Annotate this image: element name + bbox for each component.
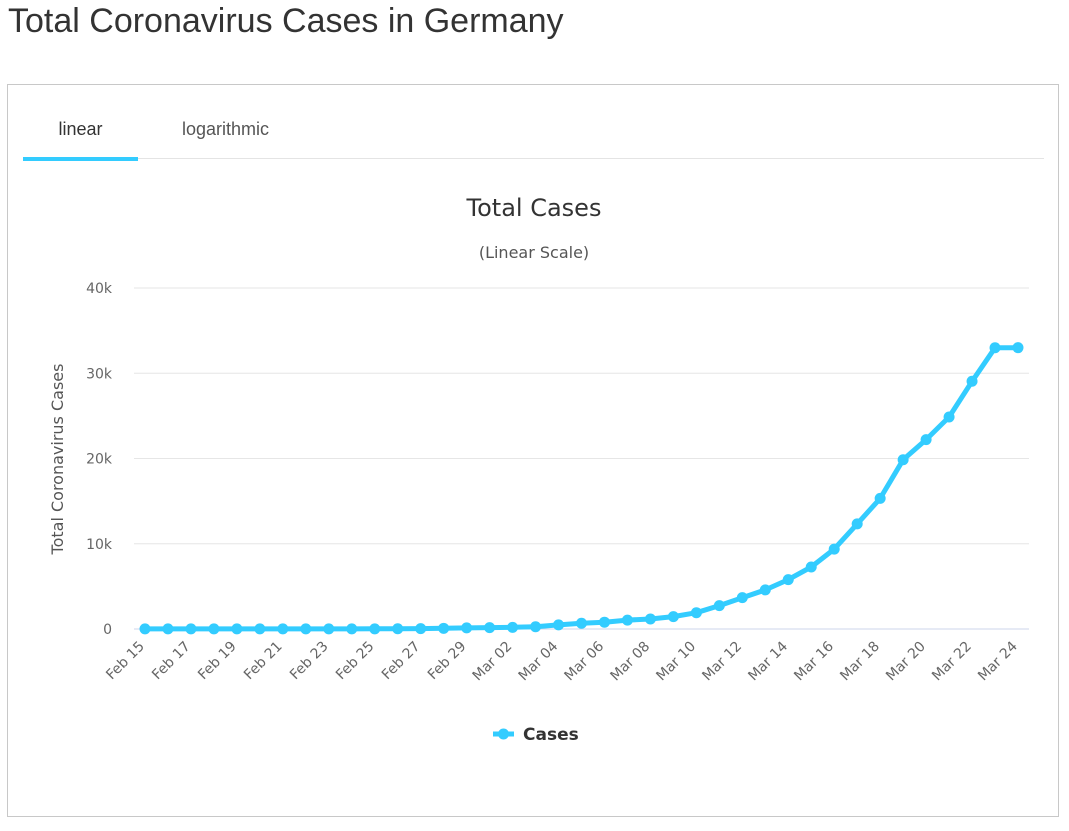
- data-point[interactable]: [484, 622, 496, 634]
- data-point[interactable]: [897, 454, 909, 466]
- x-tick-label: Feb 15: [103, 639, 148, 684]
- data-point[interactable]: [943, 411, 955, 423]
- legend-label[interactable]: Cases: [523, 725, 579, 745]
- data-point[interactable]: [805, 561, 817, 573]
- x-tick-label: Mar 18: [837, 639, 883, 685]
- active-tab-indicator: [23, 157, 138, 161]
- data-point[interactable]: [667, 611, 679, 623]
- data-point[interactable]: [369, 623, 381, 635]
- data-point[interactable]: [300, 623, 312, 635]
- x-tick-label: Feb 21: [241, 639, 286, 684]
- legend[interactable]: Cases: [493, 725, 579, 745]
- data-point[interactable]: [598, 616, 610, 628]
- y-axis-label: Total Coronavirus Cases: [48, 364, 67, 556]
- data-point[interactable]: [713, 600, 725, 612]
- series-line: [142, 345, 1021, 632]
- data-point[interactable]: [323, 623, 335, 635]
- x-tick-label: Mar 06: [562, 638, 608, 684]
- data-point[interactable]: [782, 574, 794, 586]
- legend-marker: [498, 728, 509, 740]
- data-point[interactable]: [208, 623, 220, 635]
- data-point[interactable]: [530, 621, 542, 633]
- data-point[interactable]: [736, 592, 748, 604]
- x-tick-label: Feb 27: [379, 639, 424, 684]
- data-point[interactable]: [231, 623, 243, 635]
- data-point[interactable]: [162, 623, 174, 635]
- data-point[interactable]: [392, 623, 404, 635]
- scale-tabs: linear logarithmic: [23, 85, 1044, 161]
- y-tick-label: 0: [103, 622, 112, 638]
- x-tick-label: Feb 23: [287, 639, 332, 684]
- tab-logarithmic[interactable]: logarithmic: [181, 119, 270, 139]
- data-point[interactable]: [759, 584, 771, 596]
- x-tick-label: Mar 14: [745, 638, 791, 684]
- chart-title: Total Cases: [466, 194, 602, 222]
- data-point[interactable]: [690, 607, 702, 619]
- data-point[interactable]: [851, 518, 863, 530]
- data-point[interactable]: [438, 622, 450, 634]
- y-tick-label: 40k: [86, 281, 113, 297]
- x-tick-label: Feb 19: [195, 639, 240, 684]
- data-point[interactable]: [989, 342, 1001, 354]
- y-tick-label: 10k: [86, 537, 113, 553]
- x-tick-label: Mar 22: [929, 639, 975, 685]
- x-axis-ticks: Feb 15 Feb 17 Feb 19 Feb 21 Feb 23 Feb 25 Feb …: [103, 638, 1021, 684]
- line-chart: Total Cases (Linear Scale) Total Coronav…: [48, 194, 1029, 745]
- data-point[interactable]: [346, 623, 358, 635]
- data-point[interactable]: [507, 621, 519, 633]
- x-tick-label: Mar 24: [975, 638, 1021, 684]
- data-point[interactable]: [874, 492, 886, 504]
- x-tick-label: Feb 25: [333, 639, 378, 684]
- x-tick-label: Feb 17: [149, 639, 194, 684]
- data-point[interactable]: [461, 622, 473, 634]
- x-tick-label: Mar 20: [883, 639, 929, 685]
- tab-linear[interactable]: linear: [58, 119, 103, 139]
- grid-lines: [134, 287, 1029, 630]
- y-tick-label: 20k: [86, 452, 113, 468]
- x-tick-label: Mar 08: [608, 639, 654, 685]
- chart-container: linear logarithmic Total Cases (Linear S…: [7, 84, 1059, 817]
- series-cases: [139, 342, 1024, 635]
- x-tick-label: Mar 16: [791, 638, 837, 684]
- data-point[interactable]: [920, 434, 932, 446]
- data-point[interactable]: [185, 623, 197, 635]
- x-tick-label: Feb 29: [425, 639, 470, 684]
- x-tick-label: Mar 02: [470, 639, 516, 685]
- data-point[interactable]: [553, 619, 565, 631]
- x-tick-label: Mar 12: [699, 639, 745, 685]
- chart-subtitle: (Linear Scale): [479, 243, 589, 262]
- data-point[interactable]: [966, 375, 978, 387]
- data-point[interactable]: [1012, 342, 1024, 354]
- data-point[interactable]: [415, 623, 427, 635]
- data-point[interactable]: [644, 613, 656, 625]
- x-tick-label: Mar 10: [653, 639, 699, 685]
- data-point[interactable]: [621, 614, 633, 626]
- y-tick-label: 30k: [86, 366, 113, 382]
- data-point[interactable]: [139, 623, 151, 635]
- y-axis-ticks: 0 10k 20k 30k 40k: [86, 281, 113, 638]
- x-tick-label: Mar 04: [516, 638, 562, 684]
- page-title: Total Coronavirus Cases in Germany: [8, 2, 564, 40]
- data-point[interactable]: [576, 617, 587, 629]
- data-point[interactable]: [277, 623, 289, 635]
- data-point[interactable]: [254, 623, 266, 635]
- data-point[interactable]: [828, 543, 840, 555]
